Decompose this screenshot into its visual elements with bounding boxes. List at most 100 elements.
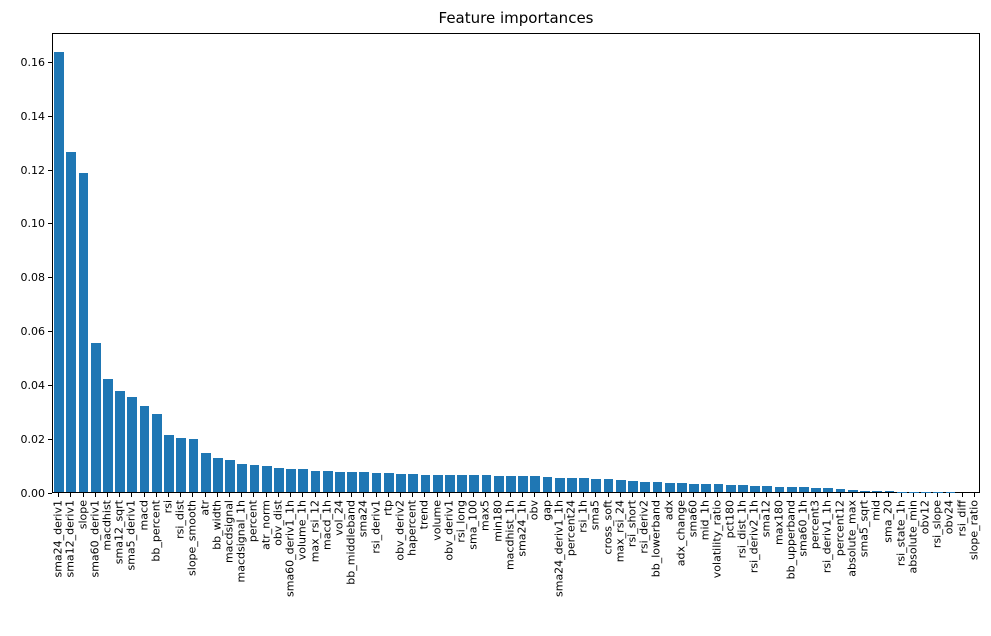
bar-rsi_1h bbox=[579, 478, 590, 492]
x-tick-label: macd_1h bbox=[320, 500, 334, 550]
x-tick-label: min180 bbox=[491, 500, 505, 542]
y-tick-label: 0.00 bbox=[20, 486, 46, 500]
x-tick-mark bbox=[888, 493, 890, 497]
x-tick-label: sma60_deriv1 bbox=[88, 500, 102, 578]
bar-rsi_state_1h bbox=[896, 491, 907, 492]
bar-slope bbox=[78, 173, 89, 492]
x-tick-mark bbox=[595, 493, 597, 497]
x-tick-mark bbox=[546, 493, 548, 497]
x-tick-mark bbox=[558, 493, 560, 497]
bar-mid bbox=[872, 491, 883, 492]
bar-rsi_deriv2_1h bbox=[750, 485, 760, 492]
bar-atr bbox=[200, 453, 211, 492]
x-tick-mark bbox=[937, 493, 939, 497]
x-tick-mark bbox=[216, 493, 218, 497]
bar-obv_dist bbox=[274, 467, 284, 492]
bar-sma12_deriv1 bbox=[66, 151, 77, 492]
x-tick-label: rsi_state_1h bbox=[894, 500, 908, 567]
bar-sma12_sqrt bbox=[115, 391, 126, 492]
bar-sma12 bbox=[762, 485, 773, 492]
x-tick-label: absolute_max bbox=[845, 500, 859, 577]
bar-adx_change bbox=[676, 483, 687, 492]
y-tick-mark bbox=[48, 169, 52, 171]
x-tick-mark bbox=[253, 493, 255, 497]
x-tick-label: obv_dist bbox=[271, 500, 285, 546]
x-tick-label: slope bbox=[76, 500, 90, 530]
bar-hapercent bbox=[408, 474, 419, 492]
x-tick-label: bb_width bbox=[210, 500, 224, 550]
chart-title: Feature importances bbox=[438, 9, 594, 27]
bar-volatility_ratio bbox=[713, 484, 724, 492]
bar-macdhist bbox=[103, 378, 113, 492]
bar-slope_smooth bbox=[188, 439, 199, 492]
bar-bb_width bbox=[212, 457, 223, 492]
x-tick-label: pct180 bbox=[723, 500, 737, 539]
y-tick-mark bbox=[48, 331, 52, 333]
x-tick-label: macd bbox=[137, 500, 151, 531]
bar-macdhist_1h bbox=[506, 475, 516, 492]
x-tick-mark bbox=[106, 493, 108, 497]
x-tick-mark bbox=[741, 493, 743, 497]
x-tick-label: volatility_ratio bbox=[710, 500, 724, 579]
x-tick-mark bbox=[485, 493, 487, 497]
bar-bb_middleband bbox=[347, 472, 358, 492]
y-tick-mark bbox=[48, 492, 52, 494]
bar-rsi_deriv1 bbox=[371, 472, 382, 492]
x-tick-mark bbox=[583, 493, 585, 497]
y-tick-mark bbox=[48, 115, 52, 117]
x-tick-mark bbox=[192, 493, 194, 497]
x-tick-label: macdhist bbox=[100, 500, 114, 551]
x-tick-mark bbox=[864, 493, 865, 497]
bar-percent3 bbox=[811, 488, 822, 492]
bar-percent12 bbox=[835, 488, 846, 492]
x-tick-label: obv_deriv1 bbox=[442, 500, 456, 561]
y-tick-mark bbox=[48, 62, 52, 64]
x-tick-mark bbox=[363, 493, 365, 497]
bar-rsi bbox=[164, 435, 174, 492]
bar-sma24_1h bbox=[518, 476, 528, 492]
x-tick-mark bbox=[570, 493, 572, 497]
x-tick-mark bbox=[387, 493, 389, 497]
x-tick-label: bb_percent bbox=[149, 500, 163, 562]
bar-trend bbox=[420, 474, 431, 492]
bar-obv bbox=[530, 476, 541, 492]
x-tick-mark bbox=[949, 493, 951, 497]
bar-max5 bbox=[481, 475, 492, 492]
bar-rsi_dist bbox=[176, 438, 187, 492]
bar-max_rsi_12 bbox=[310, 470, 321, 492]
x-tick-label: sma24 bbox=[356, 500, 370, 538]
bar-rsi_short bbox=[628, 481, 638, 492]
bar-max180 bbox=[774, 486, 785, 492]
x-tick-label: rsi_deriv1 bbox=[369, 500, 383, 554]
x-tick-label: volume bbox=[430, 500, 444, 541]
x-tick-mark bbox=[754, 493, 756, 497]
x-tick-mark bbox=[241, 493, 243, 497]
x-tick-label: max180 bbox=[772, 500, 786, 545]
x-tick-mark bbox=[412, 493, 414, 497]
x-tick-label: percent12 bbox=[833, 500, 847, 557]
x-tick-mark bbox=[827, 493, 829, 497]
x-tick-mark bbox=[338, 493, 340, 497]
bar-sma60_1h bbox=[799, 487, 809, 492]
x-tick-label: obv24 bbox=[942, 500, 956, 535]
x-tick-mark bbox=[656, 493, 658, 497]
x-tick-mark bbox=[509, 493, 511, 497]
x-tick-mark bbox=[229, 493, 231, 497]
bar-macd_1h bbox=[322, 471, 333, 492]
x-tick-mark bbox=[204, 493, 206, 497]
x-tick-mark bbox=[326, 493, 328, 497]
x-tick-label: volume_1h bbox=[295, 500, 309, 561]
x-tick-label: trend bbox=[417, 500, 431, 530]
x-tick-label: rsi_deriv1_1h bbox=[820, 500, 834, 574]
x-tick-label: rsi_dist_1h bbox=[735, 500, 749, 559]
x-tick-mark bbox=[778, 493, 780, 497]
x-tick-mark bbox=[143, 493, 145, 497]
x-tick-label: sma60_1h bbox=[796, 500, 810, 557]
y-tick-label: 0.02 bbox=[20, 432, 46, 446]
y-tick-mark bbox=[48, 438, 52, 440]
x-tick-mark bbox=[839, 493, 841, 497]
x-tick-label: adx_change bbox=[674, 500, 688, 567]
x-tick-mark bbox=[961, 493, 963, 497]
x-tick-label: max5 bbox=[478, 500, 492, 531]
